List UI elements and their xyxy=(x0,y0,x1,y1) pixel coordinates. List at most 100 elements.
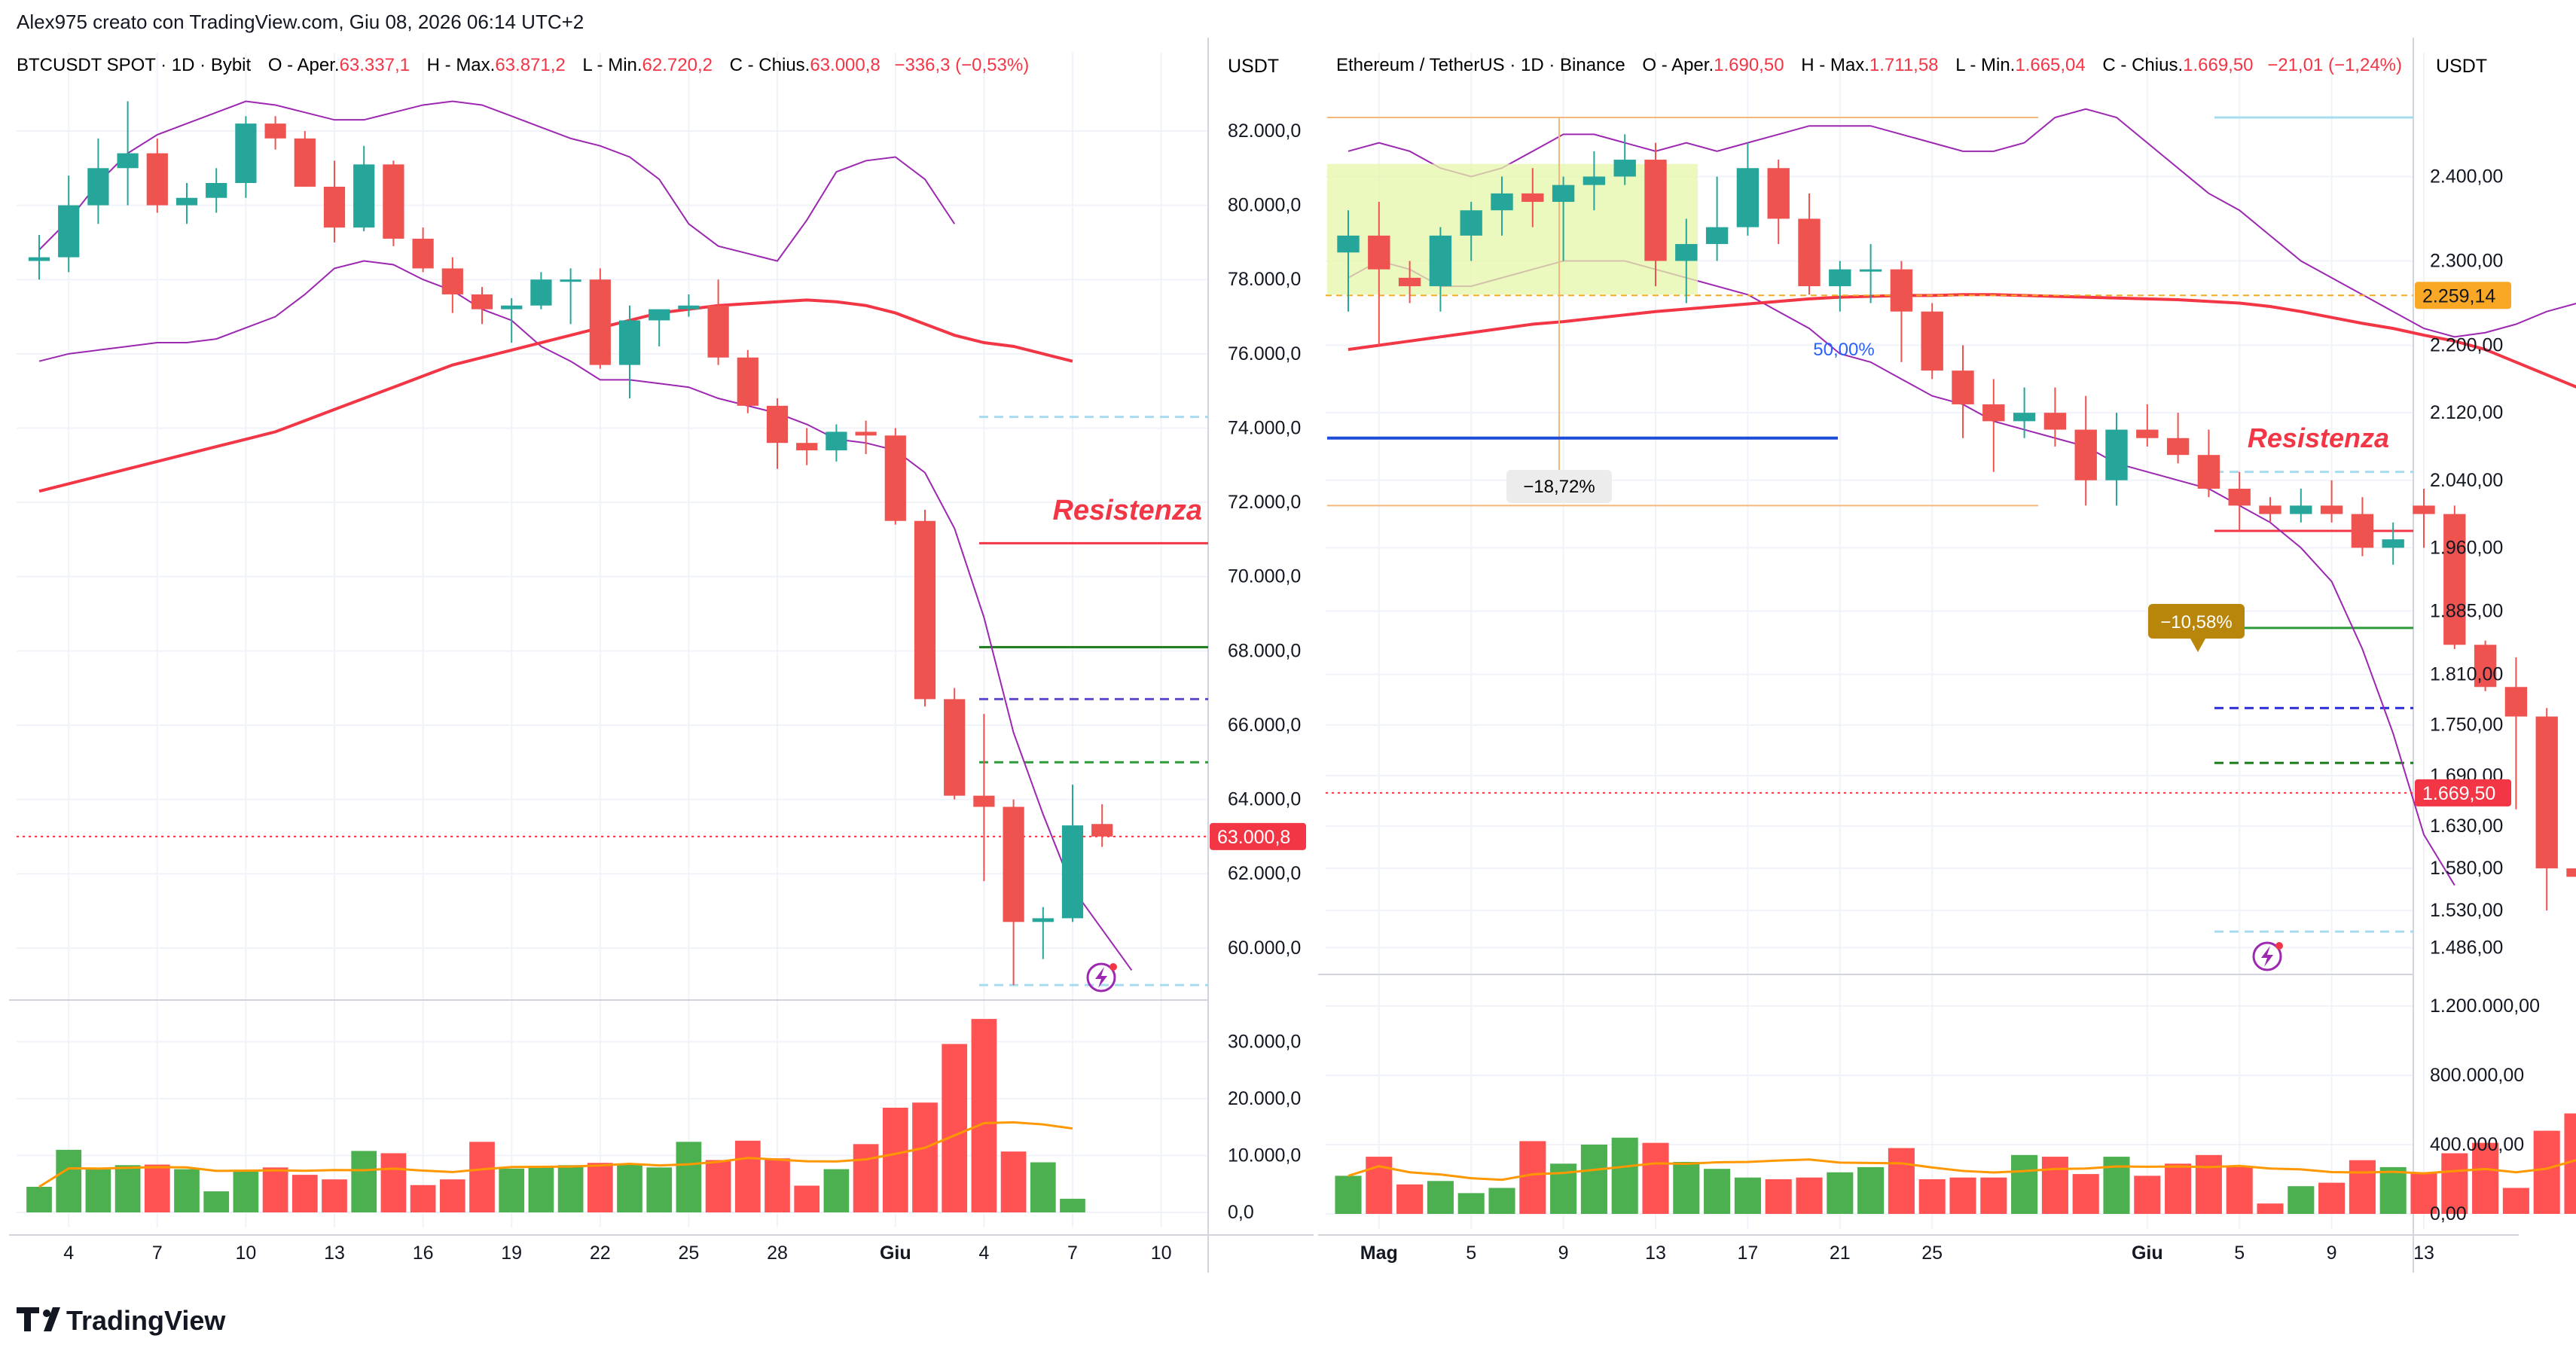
btc-price-axis[interactable]: 82.000,0 80.000,0 78.000,0 76.000,0 74.000,0… xyxy=(1210,120,1306,1223)
btc-candle-body xyxy=(206,183,227,198)
eth-candle-body xyxy=(2320,505,2343,514)
btc-candle-body xyxy=(294,138,316,187)
eth-time-tick: Mag xyxy=(1360,1243,1398,1264)
btc-alert-icon[interactable] xyxy=(1086,962,1117,993)
eth-candle-body xyxy=(1736,168,1760,227)
btc-volume-bar xyxy=(56,1149,82,1212)
eth-volume-tick: 1.200.000,00 xyxy=(2430,996,2540,1017)
btc-price-tick: 62.000,0 xyxy=(1228,863,1301,884)
eth-price-tick: 2.300,00 xyxy=(2430,250,2503,271)
btc-time-tick: 7 xyxy=(152,1243,163,1264)
eth-candle-body xyxy=(1491,193,1513,211)
btc-low-value: 62.720,2 xyxy=(642,55,713,75)
eth-price-tick: 2.400,00 xyxy=(2430,166,2503,187)
eth-candle-body xyxy=(2136,429,2159,438)
eth-price-axis[interactable]: 2.400,00 2.300,00 2.200,00 2.120,00 2.040,00… xyxy=(2415,166,2540,1224)
eth-candle-body xyxy=(2013,413,2036,422)
eth-volume-bar xyxy=(2195,1154,2222,1214)
btc-volume-tick: 10.000,0 xyxy=(1228,1145,1301,1166)
btc-volume-bar xyxy=(410,1185,436,1212)
btc-volume-bar xyxy=(971,1019,997,1212)
eth-volume-bar xyxy=(2410,1172,2437,1214)
eth-candle-body xyxy=(2166,438,2190,456)
btc-volume-tick: 30.000,0 xyxy=(1228,1031,1301,1052)
eth-time-axis[interactable]: Mag 5 9 13 17 21 25 Giu 5 9 13 xyxy=(1360,1243,2434,1264)
eth-time-tick: 21 xyxy=(1830,1243,1851,1264)
btc-volume-bar xyxy=(380,1153,407,1212)
btc-candle-body xyxy=(235,123,257,184)
eth-close-value: 1.669,50 xyxy=(2183,55,2253,75)
btc-time-tick: 28 xyxy=(767,1243,788,1264)
eth-price-tick: 1.580,00 xyxy=(2430,858,2503,879)
btc-candle-body xyxy=(383,164,404,239)
eth-time-tick: 13 xyxy=(2413,1243,2434,1264)
eth-candle-body xyxy=(2382,539,2404,548)
eth-candle-body xyxy=(2535,716,2558,869)
btc-candle-body xyxy=(1061,825,1084,919)
tv-logo-icon xyxy=(17,1307,39,1331)
btc-candle-body xyxy=(855,431,877,436)
eth-volume-bar xyxy=(2134,1175,2161,1214)
btc-candle-body xyxy=(973,795,995,807)
eth-volume-bar xyxy=(1888,1148,1915,1214)
eth-volume-bar xyxy=(1734,1177,1761,1214)
btc-volume-bar xyxy=(587,1163,613,1212)
eth-alert-icon[interactable] xyxy=(2252,941,2283,971)
eth-price-tick: 2.120,00 xyxy=(2430,402,2503,423)
btc-candle-body xyxy=(146,153,168,206)
btc-time-tick: 7 xyxy=(1067,1243,1078,1264)
btc-volume-bar xyxy=(351,1151,377,1212)
eth-volume-bar xyxy=(1827,1172,1854,1214)
btc-candle-body xyxy=(28,257,50,261)
btc-candle-body xyxy=(796,443,818,451)
eth-volume-bar xyxy=(1427,1181,1454,1214)
eth-candle-body xyxy=(2474,645,2497,688)
btc-volume-bar xyxy=(734,1140,761,1212)
btc-volume-bar xyxy=(1030,1162,1056,1212)
eth-overlays xyxy=(1326,108,2576,933)
btc-open-value: 63.337,1 xyxy=(340,55,410,75)
eth-candle-body xyxy=(1767,168,1790,219)
btc-volume-bar xyxy=(26,1187,52,1212)
btc-candle-body xyxy=(501,305,523,309)
eth-time-tick: 9 xyxy=(2327,1243,2337,1264)
eth-volume-bar xyxy=(1642,1142,1669,1214)
eth-time-tick: 5 xyxy=(1466,1243,1476,1264)
eth-low-value: 1.665,04 xyxy=(2015,55,2085,75)
eth-time-tick: 9 xyxy=(1558,1243,1569,1264)
eth-price-tick: 1.885,00 xyxy=(2430,600,2503,621)
btc-grid xyxy=(9,38,1314,1273)
eth-bb-upper-line xyxy=(1348,108,2576,338)
eth-candles[interactable] xyxy=(1337,134,2576,940)
eth-volume-bar xyxy=(2533,1130,2560,1214)
eth-last-price-badge xyxy=(2415,779,2511,807)
btc-volume-bar xyxy=(557,1165,584,1212)
eth-volume-bar xyxy=(2472,1142,2499,1214)
eth-volume-bar xyxy=(1704,1169,1731,1214)
btc-close-label: C - Chius. xyxy=(730,55,810,75)
eth-volume-bar xyxy=(2318,1182,2346,1214)
eth-volume-bar xyxy=(1457,1193,1485,1214)
eth-volume-bar xyxy=(1396,1184,1424,1214)
btc-candle-body xyxy=(117,153,139,169)
eth-volume-bar xyxy=(2226,1166,2253,1214)
eth-volume-bar xyxy=(2165,1163,2192,1214)
eth-last-price-text: 1.669,50 xyxy=(2422,783,2495,804)
btc-volume-bar xyxy=(853,1144,879,1212)
eth-candle-body xyxy=(2259,505,2281,514)
btc-candles[interactable] xyxy=(28,101,1113,986)
eth-volume-bar xyxy=(1796,1177,1823,1214)
eth-price-tick: 1.486,00 xyxy=(2430,937,2503,958)
eth-volume-tick: 400.000,00 xyxy=(2430,1134,2524,1155)
tradingview-logo[interactable]: TradingView xyxy=(17,1305,226,1336)
btc-candle-body xyxy=(323,186,346,228)
btc-price-tick: 70.000,0 xyxy=(1228,566,1301,587)
eth-time-tick: 17 xyxy=(1737,1243,1758,1264)
btc-time-tick: 13 xyxy=(324,1243,345,1264)
btc-time-axis[interactable]: 4 7 10 13 16 19 22 25 28 Giu 4 7 10 xyxy=(63,1243,1171,1264)
eth-time-tick: 13 xyxy=(1645,1243,1666,1264)
eth-candle-body xyxy=(1829,269,1851,287)
btc-volume-bar xyxy=(617,1163,642,1212)
eth-volume-tick: 0,00 xyxy=(2430,1203,2467,1224)
